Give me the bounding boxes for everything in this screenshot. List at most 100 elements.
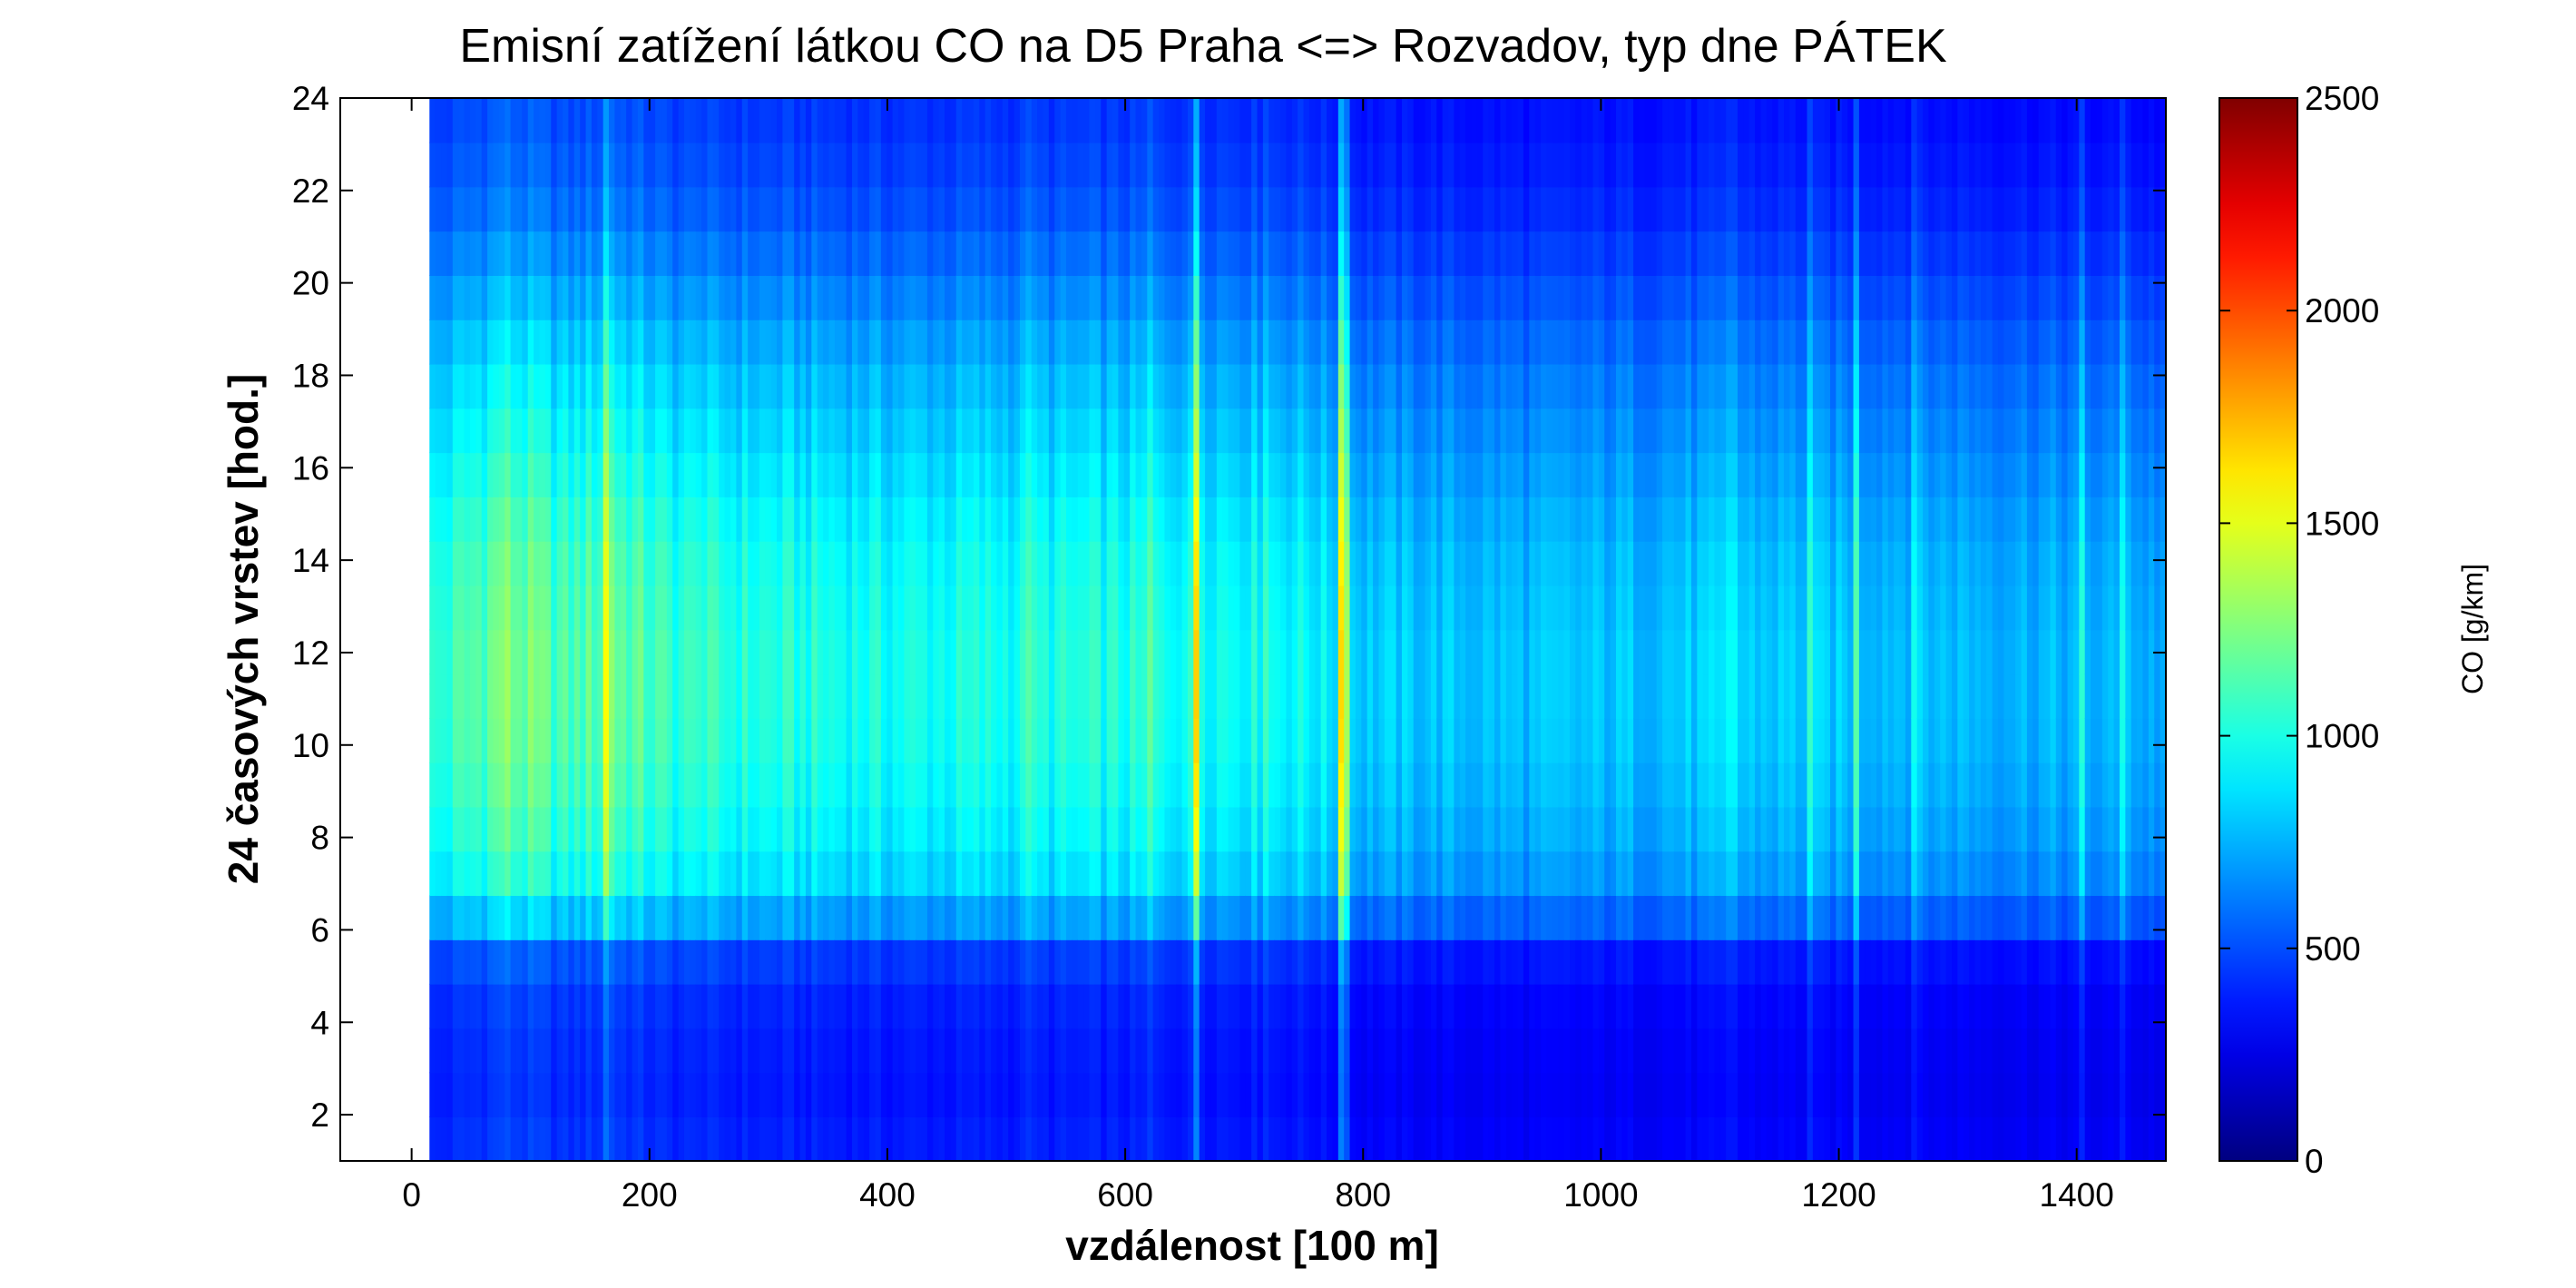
heatmap-cell [602, 1072, 610, 1118]
heatmap-cell [1257, 452, 1264, 497]
heatmap-cell [701, 363, 709, 409]
heatmap-cell [573, 319, 581, 365]
heatmap-cell [1065, 231, 1073, 276]
heatmap-column [556, 98, 563, 1162]
heatmap-cell [1366, 142, 1374, 188]
heatmap-cell [904, 452, 911, 497]
heatmap-cell [1216, 408, 1224, 454]
heatmap-cell [1239, 319, 1247, 365]
heatmap-cell [799, 1072, 807, 1118]
heatmap-cell [556, 585, 563, 631]
heatmap-cell [898, 231, 906, 276]
heatmap-cell [1228, 1027, 1235, 1074]
heatmap-cell [1558, 497, 1565, 542]
heatmap-column [563, 98, 570, 1162]
heatmap-cell [1043, 186, 1050, 232]
heatmap-cell [1291, 1116, 1298, 1162]
heatmap-cell [585, 319, 593, 365]
heatmap-cell [655, 186, 662, 232]
heatmap-cell [493, 762, 500, 808]
heatmap-cell [753, 983, 760, 1029]
heatmap-cell [933, 452, 940, 497]
heatmap-cell [765, 1027, 772, 1074]
heatmap-cell [591, 1027, 599, 1074]
heatmap-cell [777, 673, 784, 719]
heatmap-cell [1541, 275, 1548, 320]
heatmap-cell [1065, 452, 1073, 497]
heatmap-cell [568, 452, 575, 497]
heatmap-cell [1546, 186, 1553, 232]
heatmap-cell [719, 939, 726, 985]
heatmap-cell [1430, 806, 1438, 852]
heatmap-cell [1112, 142, 1120, 188]
heatmap-cell [573, 408, 581, 454]
heatmap-cell [1442, 98, 1449, 143]
heatmap-cell [1135, 762, 1142, 808]
heatmap-cell [1344, 186, 1351, 232]
heatmap-cell [1541, 363, 1548, 409]
heatmap-cell [1320, 363, 1327, 409]
heatmap-cell [1465, 1072, 1473, 1118]
heatmap-cell [1303, 673, 1310, 719]
heatmap-cell [573, 1027, 581, 1074]
heatmap-cell [649, 806, 656, 852]
heatmap-cell [926, 275, 935, 320]
heatmap-cell [1118, 718, 1125, 763]
heatmap-cell [1072, 98, 1079, 143]
heatmap-column [805, 98, 813, 1162]
heatmap-cell [1512, 673, 1519, 719]
heatmap-cell [811, 231, 818, 276]
heatmap-cell [1257, 850, 1264, 897]
heatmap-cell [580, 452, 587, 497]
heatmap-cell [1031, 452, 1038, 497]
heatmap-cell [1152, 98, 1160, 143]
heatmap-cell [1320, 186, 1327, 232]
heatmap-cell [1390, 1116, 1397, 1162]
heatmap-cell [1500, 718, 1507, 763]
heatmap-cell [446, 275, 454, 320]
heatmap-cell [916, 673, 923, 719]
heatmap-column [1077, 98, 1084, 1162]
heatmap-cell [487, 673, 495, 719]
heatmap-cell [626, 806, 633, 852]
heatmap-cell [707, 895, 714, 940]
heatmap-cell [544, 408, 553, 454]
heatmap-cell [1072, 718, 1079, 763]
heatmap-cell [539, 983, 546, 1029]
heatmap-cell [1546, 275, 1553, 320]
heatmap-cell [886, 231, 894, 276]
heatmap-cell [1378, 629, 1386, 675]
heatmap-cell [1517, 452, 1524, 497]
heatmap-cell [851, 319, 859, 365]
heatmap-cell [1459, 98, 1466, 143]
heatmap-cell [1274, 363, 1281, 409]
heatmap-cell [1216, 895, 1224, 940]
heatmap-cell [875, 1027, 882, 1074]
heatmap-cell [1060, 806, 1067, 852]
heatmap-cell [1187, 1116, 1195, 1162]
heatmap-cell [504, 895, 512, 940]
heatmap-cell [1512, 497, 1519, 542]
heatmap-cell [1483, 673, 1490, 719]
heatmap-cell [1083, 231, 1091, 276]
heatmap-cell [794, 673, 801, 719]
heatmap-cell [777, 98, 784, 143]
heatmap-cell [719, 363, 726, 409]
heatmap-cell [1558, 983, 1565, 1029]
heatmap-cell [475, 939, 483, 985]
heatmap-cell [1534, 408, 1542, 454]
heatmap-cell [1216, 363, 1224, 409]
heatmap-cell [799, 98, 807, 143]
heatmap-cell [996, 585, 1004, 631]
heatmap-cell [811, 1072, 818, 1118]
heatmap-cell [1014, 186, 1021, 232]
heatmap-cell [869, 363, 877, 409]
heatmap-cell [1205, 231, 1212, 276]
heatmap-cell [938, 363, 945, 409]
heatmap-cell [597, 762, 604, 808]
heatmap-cell [539, 629, 546, 675]
heatmap-cell [926, 895, 935, 940]
heatmap-cell [817, 540, 824, 586]
heatmap-cell [1523, 186, 1531, 232]
heatmap-column [678, 98, 685, 1162]
